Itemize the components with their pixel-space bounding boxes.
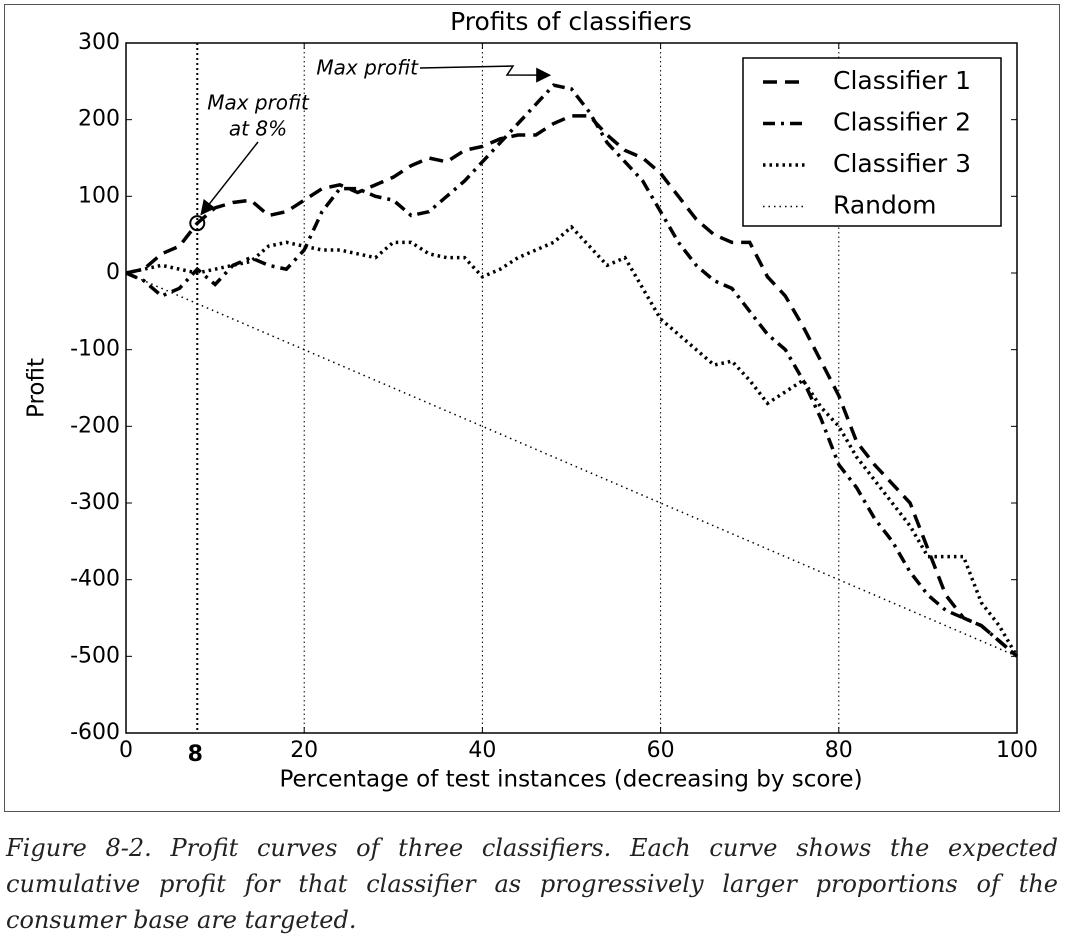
x-tick-label: 40: [468, 738, 496, 763]
y-tick-label: -500: [70, 643, 120, 668]
legend-box: [742, 57, 1002, 227]
annotation-arrow: [200, 141, 259, 216]
figure-caption: Figure 8-2. Profit curves of three class…: [6, 834, 1058, 934]
x-tick-label: 60: [647, 738, 675, 763]
y-tick-label: 100: [78, 183, 120, 208]
plot-frame: [125, 42, 1018, 734]
annotation: Max profit: [316, 56, 419, 80]
y-tick-label: -100: [70, 337, 120, 362]
annotation: at 8%: [229, 117, 287, 141]
legend-label: Classifier 1: [833, 66, 971, 95]
series-line: [125, 114, 1019, 658]
y-tick-label: -200: [70, 413, 120, 438]
annotation: Max profit: [207, 91, 310, 115]
chart: Profits of classifiers Percentage of tes…: [24, 7, 1039, 793]
y-tick-label: 200: [78, 107, 120, 132]
x-axis-label: Percentage of test instances (decreasing…: [279, 767, 862, 793]
legend-label: Classifier 2: [833, 108, 971, 137]
figure-frame: [4, 4, 1060, 812]
series-line: [125, 224, 1019, 658]
y-tick-label: 0: [106, 260, 120, 285]
series-line: [125, 272, 1018, 658]
y-tick-label: -600: [70, 720, 120, 745]
highlight-label: 8: [188, 742, 203, 767]
y-tick-label: -400: [70, 567, 120, 592]
annotation-arrow: [419, 65, 552, 83]
x-tick-label: 20: [290, 738, 318, 763]
y-tick-label: 300: [78, 30, 120, 55]
annotation-marker: [189, 215, 206, 232]
x-tick-label: 100: [996, 738, 1038, 763]
x-tick-label: 0: [119, 738, 133, 763]
legend-label: Random: [833, 191, 937, 220]
y-tick-label: -300: [70, 490, 120, 515]
series-line: [125, 83, 1019, 658]
chart-title: Profits of classifiers: [450, 7, 692, 36]
x-tick-label: 80: [825, 738, 853, 763]
y-axis-label: Profit: [24, 358, 50, 418]
legend-label: Classifier 3: [833, 149, 971, 178]
